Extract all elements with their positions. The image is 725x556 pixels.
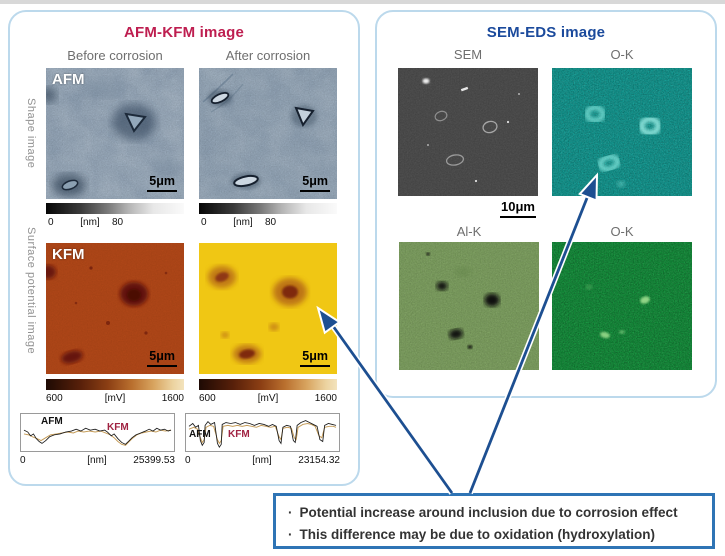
sem-eds-panel-title: SEM-EDS image [486, 24, 606, 41]
kfm-after-texture [199, 243, 337, 374]
bullet-icon: · [288, 527, 293, 542]
mv-unit-label: [mV] [257, 393, 279, 404]
nm-max-label: 80 [112, 217, 124, 228]
kfm-after-image: 5μm [199, 243, 337, 374]
mv-min-label: 600 [46, 393, 63, 404]
mv-max-label: 1600 [314, 393, 337, 404]
sem-image [398, 68, 538, 196]
afm-kfm-panel-title: AFM-KFM image [123, 24, 245, 41]
ok-bottom-image [552, 242, 692, 370]
profile-afm-label: AFM [189, 429, 211, 440]
ok-top-image-label: O-K [610, 47, 634, 62]
afm-before-image: AFM 5μm [46, 68, 184, 199]
mv-colorbar-before [46, 379, 184, 390]
ok-top-image [552, 68, 692, 196]
profile-axis-unit: [nm] [252, 455, 272, 466]
alk-texture [399, 242, 539, 370]
profile-axis-min: 0 [20, 455, 26, 466]
mv-unit-label: [mV] [104, 393, 126, 404]
profile-axis-max: 25399.53 [133, 455, 175, 466]
column-header-after-corrosion: After corrosion [225, 48, 311, 63]
kfm-before-texture [46, 243, 184, 374]
scale-bar-5um: 5μm [147, 350, 177, 367]
row-label-surface-potential-image: Surface potential image [25, 226, 37, 355]
sem-image-label: SEM [453, 47, 483, 62]
callout-line-1: · Potential increase around inclusion due… [288, 505, 678, 520]
afm-image-tag: AFM [52, 71, 85, 88]
line-profile-before: AFM KFM [20, 413, 175, 452]
nm-min-label: 0 [201, 217, 207, 228]
column-header-before-corrosion: Before corrosion [67, 48, 163, 63]
top-edge-strip [0, 0, 725, 4]
profile-kfm-label: KFM [228, 429, 250, 440]
alk-image [399, 242, 539, 370]
profile-kfm-label: KFM [107, 422, 129, 433]
afm-after-texture [199, 68, 337, 199]
kfm-before-image: KFM 5μm [46, 243, 184, 374]
profile-axis-max: 23154.32 [298, 455, 340, 466]
nm-unit-label: [nm] [233, 217, 253, 228]
line-profile-before-curves [23, 427, 172, 446]
ok-bottom-texture [552, 242, 692, 370]
nm-unit-label: [nm] [80, 217, 100, 228]
ok-bottom-image-label: O-K [610, 224, 634, 239]
bullet-icon: · [288, 505, 293, 520]
nm-max-label: 80 [265, 217, 277, 228]
callout-box: · Potential increase around inclusion due… [273, 493, 715, 549]
scale-bar-5um: 5μm [300, 175, 330, 192]
profile-axis-unit: [nm] [87, 455, 107, 466]
line-profile-after-curves [188, 420, 337, 449]
callout-line-2: · This difference may be due to oxidation… [288, 527, 656, 542]
profile-axis-min: 0 [185, 455, 191, 466]
profile-afm-label: AFM [41, 416, 63, 427]
row-label-shape-image: Shape image [25, 98, 37, 169]
nm-colorbar-after [199, 203, 337, 214]
mv-colorbar-after [199, 379, 337, 390]
sem-texture [398, 68, 538, 196]
ok-top-texture [552, 68, 692, 196]
scale-bar-5um: 5μm [300, 350, 330, 367]
line-profile-after: AFM KFM [185, 413, 340, 452]
scale-bar-10um: 10μm [398, 199, 536, 218]
afm-after-image: 5μm [199, 68, 337, 199]
alk-image-label: Al-K [456, 224, 482, 239]
nm-min-label: 0 [48, 217, 54, 228]
nm-colorbar-before [46, 203, 184, 214]
scale-bar-5um: 5μm [147, 175, 177, 192]
afm-before-texture [46, 68, 184, 199]
kfm-image-tag: KFM [52, 246, 85, 263]
mv-max-label: 1600 [161, 393, 184, 404]
mv-min-label: 600 [199, 393, 216, 404]
